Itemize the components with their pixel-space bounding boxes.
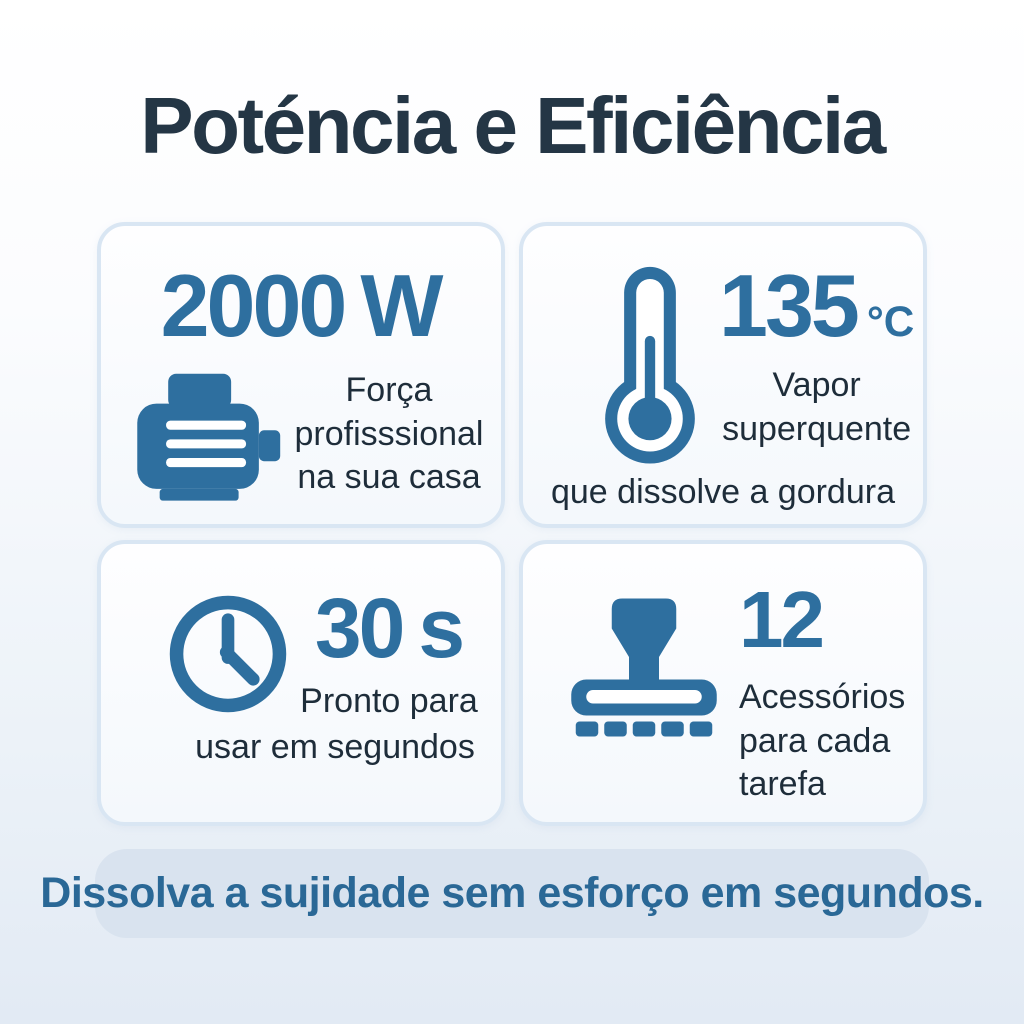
footer-banner: Dissolva a sujidade sem esforço em segun… bbox=[40, 849, 984, 938]
time-wide-line: usar em segundos bbox=[195, 727, 475, 766]
time-line-1: Pronto para bbox=[300, 682, 478, 721]
feature-grid: 2000 W Força profisssional na sua casa bbox=[97, 222, 927, 826]
accessories-line-1: Acessórios bbox=[739, 678, 906, 716]
time-value: 30 s bbox=[293, 584, 485, 672]
card-heatup-time: 30 s Pronto para usar em segundos bbox=[97, 540, 505, 826]
power-line-3: na sua casa bbox=[297, 458, 481, 497]
temperature-unit: °C bbox=[866, 298, 915, 345]
power-unit: W bbox=[360, 256, 443, 355]
temperature-line-2: superquente bbox=[722, 409, 912, 448]
time-text: 30 s Pronto para bbox=[293, 584, 485, 724]
power-body: Força profisssional na sua casa bbox=[117, 362, 485, 506]
temperature-text: 135 °C Vapor superquente bbox=[719, 259, 915, 467]
time-number: 30 bbox=[314, 581, 405, 675]
footer-text: Dissolva a sujidade sem esforço em segun… bbox=[40, 869, 984, 917]
temperature-description: Vapor superquente bbox=[719, 364, 914, 451]
card-temperature: 135 °C Vapor superquente que dissolve a g… bbox=[519, 222, 927, 528]
card-accessories: 12 Acessórios para cada tarefa bbox=[519, 540, 927, 826]
power-line-1: Força bbox=[345, 371, 433, 410]
motor-icon bbox=[133, 362, 293, 506]
thermometer-icon bbox=[581, 260, 719, 467]
temperature-value: 135 °C bbox=[719, 259, 915, 352]
accessories-description: Acessórios para cada tarefa bbox=[739, 676, 905, 807]
brush-head-icon bbox=[565, 594, 723, 807]
accessories-line-3: tarefa bbox=[739, 765, 826, 804]
temperature-line-1: Vapor bbox=[772, 366, 861, 405]
power-line-2: profisssional bbox=[294, 414, 484, 453]
time-unit: s bbox=[418, 581, 465, 675]
accessories-value: 12 bbox=[739, 575, 825, 664]
power-number: 2000 bbox=[160, 256, 348, 355]
power-description: Força profisssional na sua casa bbox=[293, 369, 485, 500]
clock-icon bbox=[163, 589, 293, 719]
temperature-number: 135 bbox=[719, 256, 860, 355]
accessories-text: 12 Acessórios para cada tarefa bbox=[739, 578, 905, 807]
accessories-body: 12 Acessórios para cada tarefa bbox=[539, 578, 907, 807]
page-title: Poténcia e Eficiência bbox=[140, 81, 886, 170]
accessories-line-2: para cada bbox=[739, 721, 891, 760]
card-power: 2000 W Força profisssional na sua casa bbox=[97, 222, 505, 528]
temperature-body: 135 °C Vapor superquente bbox=[539, 259, 914, 467]
temperature-wide-line: que dissolve a gordura bbox=[550, 473, 895, 511]
time-body: 30 s Pronto para bbox=[117, 584, 485, 724]
power-value: 2000 W bbox=[117, 259, 485, 352]
